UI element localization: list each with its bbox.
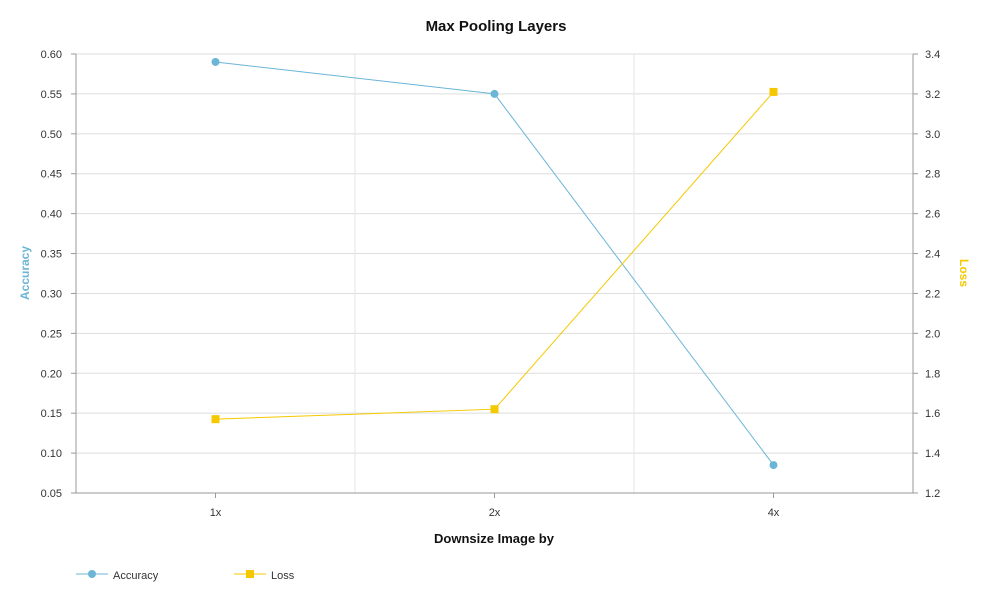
left-tick-label: 0.15 <box>41 408 62 420</box>
left-tick-label: 0.45 <box>41 169 62 181</box>
loss-point <box>769 87 778 96</box>
left-tick-label: 0.40 <box>41 209 62 221</box>
accuracy-series-line <box>215 61 774 466</box>
right-tick-label: 2.4 <box>925 249 940 261</box>
right-tick-label: 2.8 <box>925 169 940 181</box>
legend-item-loss[interactable]: Loss <box>234 570 295 582</box>
left-axis-ticks: 0.05 0.10 0.15 0.20 0.25 0.30 0.35 0.40 0.45 0.50… <box>41 49 76 500</box>
right-tick-label: 2.0 <box>925 328 940 340</box>
left-tick-label: 0.20 <box>41 368 62 380</box>
left-tick-label: 0.35 <box>41 249 62 261</box>
loss-point <box>211 415 220 424</box>
right-tick-label: 3.4 <box>925 49 940 61</box>
legend-marker <box>88 570 96 578</box>
chart-title: Max Pooling Layers <box>426 18 567 35</box>
left-tick-label: 0.30 <box>41 288 62 300</box>
accuracy-point <box>769 461 778 470</box>
right-tick-label: 2.6 <box>925 209 940 221</box>
x-axis-ticks: 1x 2x 4x <box>210 493 780 519</box>
right-tick-label: 1.4 <box>925 448 940 460</box>
legend-label: Accuracy <box>113 570 159 582</box>
right-tick-label: 1.8 <box>925 368 940 380</box>
left-tick-label: 0.25 <box>41 328 62 340</box>
legend: Accuracy Loss <box>76 570 295 582</box>
legend-label: Loss <box>271 570 295 582</box>
right-tick-label: 1.2 <box>925 488 940 500</box>
left-tick-label: 0.10 <box>41 448 62 460</box>
accuracy-point <box>211 57 220 66</box>
x-tick-label: 2x <box>489 507 501 519</box>
right-axis-title: Loss <box>957 259 971 287</box>
legend-item-accuracy[interactable]: Accuracy <box>76 570 159 582</box>
left-tick-label: 0.60 <box>41 49 62 61</box>
right-tick-label: 3.0 <box>925 129 940 141</box>
loss-series-line <box>215 91 774 420</box>
accuracy-point <box>490 89 499 98</box>
legend-marker <box>246 570 254 578</box>
right-tick-label: 1.6 <box>925 408 940 420</box>
loss-point <box>490 405 499 414</box>
left-tick-label: 0.05 <box>41 488 62 500</box>
x-axis-title: Downsize Image by <box>434 531 555 546</box>
right-axis-ticks: 1.2 1.4 1.6 1.8 2.0 2.2 2.4 2.6 2.8 3.0 3.2 3.4 <box>913 49 940 500</box>
x-tick-label: 4x <box>768 507 780 519</box>
series <box>211 57 778 470</box>
grid <box>76 53 913 494</box>
axes <box>75 54 914 494</box>
left-axis-title: Accuracy <box>18 246 32 300</box>
x-tick-label: 1x <box>210 507 222 519</box>
left-tick-label: 0.50 <box>41 129 62 141</box>
right-tick-label: 2.2 <box>925 288 940 300</box>
right-tick-label: 3.2 <box>925 89 940 101</box>
left-tick-label: 0.55 <box>41 89 62 101</box>
